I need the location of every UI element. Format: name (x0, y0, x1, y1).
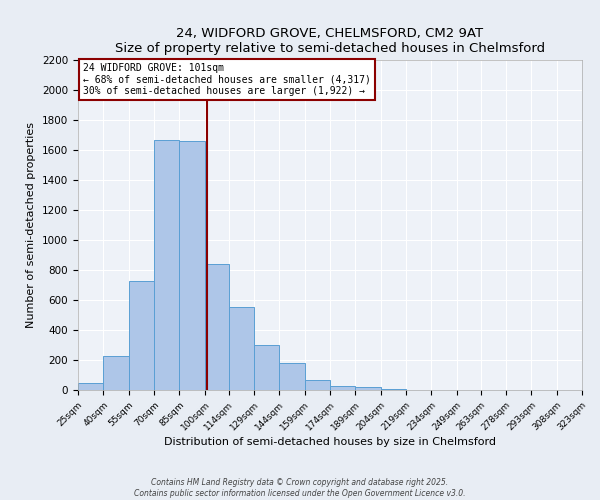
Bar (103, 356, 129, 390)
Bar (129, 280, 154, 390)
Y-axis label: Number of semi-detached properties: Number of semi-detached properties (26, 122, 37, 328)
Text: 24 WIDFORD GROVE: 101sqm
← 68% of semi-detached houses are smaller (4,317)
30% o: 24 WIDFORD GROVE: 101sqm ← 68% of semi-d… (83, 64, 371, 96)
Bar (279, 363, 305, 390)
Title: 24, WIDFORD GROVE, CHELMSFORD, CM2 9AT
Size of property relative to semi-detache: 24, WIDFORD GROVE, CHELMSFORD, CM2 9AT S… (115, 26, 545, 54)
Bar (229, 306, 254, 390)
Bar (305, 380, 330, 390)
Bar (205, 264, 229, 390)
Text: Contains HM Land Registry data © Crown copyright and database right 2025.
Contai: Contains HM Land Registry data © Crown c… (134, 478, 466, 498)
Bar (381, 389, 406, 390)
Bar (78, 383, 103, 390)
Bar (154, 140, 179, 390)
Bar (254, 345, 279, 390)
Bar (179, 141, 205, 390)
Bar (330, 386, 355, 390)
Bar (355, 387, 381, 390)
X-axis label: Distribution of semi-detached houses by size in Chelmsford: Distribution of semi-detached houses by … (164, 438, 496, 448)
